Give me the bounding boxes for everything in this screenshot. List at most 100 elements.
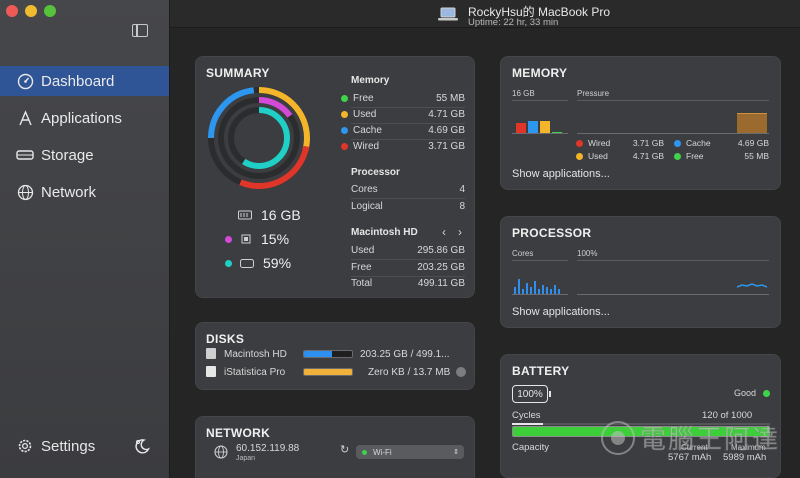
disk-ring bbox=[228, 107, 290, 169]
axis-line bbox=[577, 133, 769, 134]
window-title: RockyHsu的 MacBook Pro bbox=[468, 5, 611, 19]
disk-usage-text: 203.25 GB / 499.1... bbox=[360, 349, 450, 360]
row-value: 4.69 GB bbox=[428, 125, 465, 136]
disks-title: DISKS bbox=[206, 332, 245, 346]
memory-bar-cache bbox=[528, 121, 538, 133]
processor-card-title: PROCESSOR bbox=[512, 226, 592, 240]
disk-free-row: Free 203.25 GB bbox=[351, 262, 465, 273]
legend-label: Wired bbox=[588, 138, 611, 148]
globe-icon bbox=[16, 183, 34, 201]
divider bbox=[351, 107, 465, 108]
row-value: 295.86 GB bbox=[417, 245, 465, 256]
memory-cache-row: Cache 4.69 GB bbox=[341, 125, 465, 136]
sidebar-item-dashboard[interactable]: Dashboard bbox=[0, 66, 169, 96]
minimize-button[interactable] bbox=[25, 5, 37, 17]
row-value: 499.11 GB bbox=[417, 278, 465, 289]
battery-capacity-bar bbox=[512, 426, 770, 437]
eject-icon[interactable] bbox=[456, 367, 466, 377]
memory-bar-wired bbox=[516, 123, 526, 133]
disk-usage-text: Zero KB / 13.7 MB bbox=[368, 367, 451, 378]
memory-card-title: MEMORY bbox=[512, 66, 568, 80]
battery-status-text: Good bbox=[734, 388, 757, 398]
wired-dot bbox=[341, 143, 348, 150]
memory-show-applications-link[interactable]: Show applications... bbox=[512, 168, 610, 180]
zoom-button[interactable] bbox=[44, 5, 56, 17]
network-card: NETWORK 60.152.119.88 Japan ↻ Wi-Fi ⇕ bbox=[195, 416, 475, 478]
memory-used-row: Used 4.71 GB bbox=[341, 109, 465, 120]
processor-cores-label: Cores bbox=[512, 249, 534, 258]
divider bbox=[577, 260, 769, 261]
legend-value: 3.71 GB bbox=[632, 138, 664, 148]
memory-wired-row: Wired 3.71 GB bbox=[341, 141, 465, 152]
used-dot bbox=[576, 152, 583, 160]
disk-next-button[interactable]: › bbox=[458, 225, 462, 239]
close-button[interactable] bbox=[6, 5, 18, 17]
memory-card: MEMORY 16 GB Pressure Wired 3.71 GB Cach… bbox=[500, 56, 781, 190]
window-controls bbox=[6, 5, 56, 17]
battery-percent: 100% bbox=[517, 388, 543, 400]
sidebar-item-storage[interactable]: Storage bbox=[0, 140, 169, 170]
memory-bar-used bbox=[540, 121, 550, 133]
memory-wired-ring bbox=[208, 87, 310, 189]
gauge-icon bbox=[16, 72, 34, 90]
legend-value: 4.69 GB bbox=[737, 138, 769, 148]
sidebar-item-label: Storage bbox=[41, 146, 94, 164]
battery-maximum-value: 5989 mAh bbox=[723, 452, 767, 463]
summary-title: SUMMARY bbox=[206, 66, 270, 80]
appearance-toggle-icon[interactable] bbox=[133, 437, 151, 455]
legend-value: 55 MB bbox=[744, 151, 769, 161]
cpu-legend-dot bbox=[225, 235, 232, 243]
battery-tip-icon bbox=[549, 391, 551, 397]
settings-button[interactable]: Settings bbox=[16, 437, 95, 455]
battery-card-title: BATTERY bbox=[512, 364, 570, 378]
battery-cycles-label: Cycles bbox=[512, 410, 541, 421]
row-label: Wired bbox=[353, 141, 380, 152]
memory-pressure-label: Pressure bbox=[577, 89, 610, 98]
divider bbox=[351, 276, 465, 277]
used-dot bbox=[341, 111, 348, 118]
divider bbox=[512, 100, 568, 101]
row-label: Free bbox=[353, 93, 374, 104]
apps-icon bbox=[16, 109, 34, 127]
cores-bar-graph bbox=[512, 279, 568, 295]
battery-cycles-track bbox=[512, 423, 770, 425]
divider bbox=[351, 198, 465, 199]
summary-ring-chart bbox=[208, 87, 310, 189]
interface-select[interactable]: Wi-Fi ⇕ bbox=[356, 445, 464, 459]
disk-prev-button[interactable]: ‹ bbox=[442, 225, 446, 239]
legend-label: Cache bbox=[686, 138, 711, 148]
interface-status-dot bbox=[362, 449, 367, 455]
summary-memory-heading: Memory bbox=[351, 75, 390, 86]
summary-processor-heading: Processor bbox=[351, 167, 400, 178]
refresh-icon[interactable]: ↻ bbox=[340, 444, 350, 456]
interface-select-value: Wi-Fi bbox=[373, 447, 392, 457]
disk-name: Macintosh HD bbox=[224, 349, 287, 360]
summary-card: SUMMARY 16 GB 15% 59% Memory Free 55 MB … bbox=[195, 56, 475, 298]
disk-usage-bar bbox=[303, 350, 353, 358]
battery-percent-badge: 100% bbox=[512, 385, 548, 403]
free-dot bbox=[674, 152, 681, 160]
summary-disk-heading: Macintosh HD bbox=[351, 227, 418, 238]
sidebar-toggle-icon[interactable] bbox=[132, 24, 148, 37]
sidebar-item-applications[interactable]: Applications bbox=[0, 103, 169, 133]
battery-status: Good bbox=[734, 388, 771, 398]
memory-size-label: 16 GB bbox=[512, 89, 535, 98]
battery-cycles-fill bbox=[512, 423, 543, 425]
processor-show-applications-link[interactable]: Show applications... bbox=[512, 306, 610, 318]
svg-text:電腦王阿達: 電腦王阿達 bbox=[640, 425, 780, 455]
row-label: Free bbox=[351, 262, 372, 273]
summary-cpu-percent: 15% bbox=[225, 231, 289, 247]
divider bbox=[351, 259, 465, 260]
row-label: Cores bbox=[351, 184, 378, 195]
sidebar-item-network[interactable]: Network bbox=[0, 177, 169, 207]
cpu-history-graph bbox=[577, 283, 769, 295]
uptime-text: Uptime: 22 hr, 33 min bbox=[468, 17, 559, 28]
processor-logical-row: Logical 8 bbox=[351, 201, 465, 212]
disk-percent-value: 59% bbox=[263, 255, 292, 271]
summary-disk-percent: 59% bbox=[225, 255, 291, 271]
drive-icon bbox=[16, 146, 34, 164]
disk-usage-bar bbox=[303, 368, 353, 376]
legend-label: Free bbox=[686, 151, 704, 161]
row-label: Used bbox=[353, 109, 377, 120]
disk-total-row: Total 499.11 GB bbox=[351, 278, 465, 289]
